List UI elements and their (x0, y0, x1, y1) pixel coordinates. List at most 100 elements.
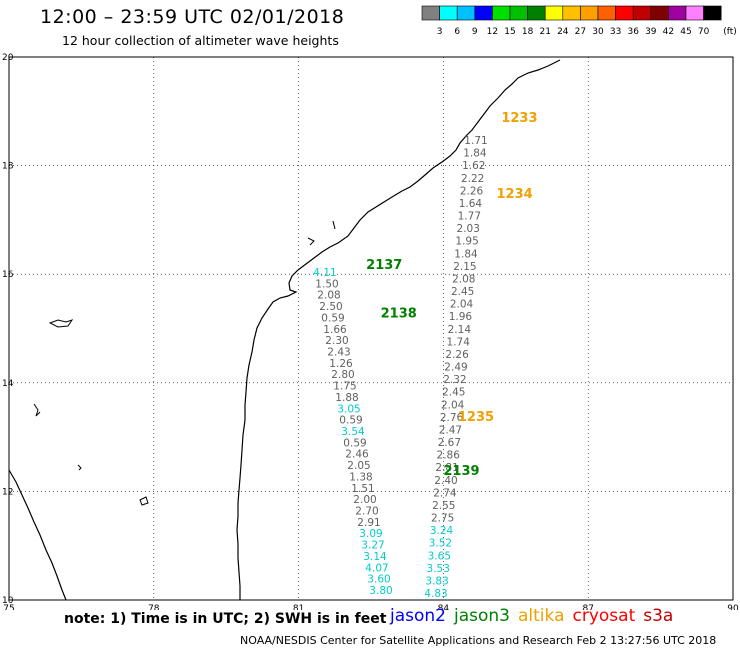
coastline (8, 59, 561, 601)
island-6 (307, 237, 315, 246)
scale-label: 70 (698, 27, 710, 37)
color-scale: 3 6 9 12 15 18 21 24 27 30 33 36 39 42 45 70 (ft) (421, 5, 737, 37)
legend-cryosat: cryosat (572, 606, 636, 626)
wave-height-value: 4.11 (313, 267, 336, 279)
island-1 (48, 319, 74, 328)
pass-label: 2138 (381, 307, 417, 322)
wave-height-value: 1.88 (335, 392, 358, 404)
wave-height-value: 1.64 (459, 198, 483, 210)
scale-label: 15 (504, 27, 515, 37)
scale-label: 39 (645, 27, 657, 37)
island-4 (139, 496, 149, 506)
wave-height-value: 2.26 (445, 349, 469, 361)
scale-unit: (ft) (723, 27, 737, 37)
wave-height-value: 4.07 (365, 562, 388, 574)
satellite-legend: jason2 jason3 altika cryosat s3a (390, 606, 681, 626)
legend-jason2: jason2 (390, 606, 446, 626)
scale-label: 42 (663, 27, 674, 37)
wave-height-value: 2.22 (461, 173, 484, 185)
legend-altika: altika (518, 606, 565, 626)
wave-height-value: 2.86 (437, 450, 461, 462)
lon-label: 87 (582, 604, 593, 610)
grid-lines (9, 57, 733, 600)
wave-height-value: 2.46 (345, 449, 369, 461)
pass-label: 1233 (501, 111, 537, 126)
scale-label: 21 (539, 27, 550, 37)
scale-swatch (703, 5, 722, 21)
island-3 (77, 464, 82, 471)
wave-height-value: 2.91 (357, 517, 380, 529)
wave-height-value: 1.38 (349, 471, 372, 483)
wave-height-value: 3.27 (361, 540, 384, 552)
wave-height-value: 2.50 (319, 301, 342, 313)
wave-height-value: 2.45 (442, 387, 465, 399)
wave-height-value: 1.62 (462, 160, 485, 172)
lon-label: 90 (727, 604, 739, 610)
wave-height-value: 2.40 (434, 475, 457, 487)
scale-label: 27 (575, 27, 586, 37)
wave-height-value: 1.71 (464, 135, 487, 147)
scale-label: 33 (610, 27, 621, 37)
lat-label: 12 (2, 487, 13, 497)
wave-height-value: 1.75 (333, 381, 356, 393)
scale-label: 6 (454, 27, 460, 37)
lat-label: 18 (2, 162, 14, 172)
footnote: note: 1) Time is in UTC; 2) SWH is in fe… (64, 611, 387, 627)
wave-height-value: 2.05 (347, 460, 370, 472)
wave-height-value: 2.45 (451, 286, 474, 298)
wave-height-value: 3.53 (427, 563, 450, 575)
wave-height-value: 2.04 (441, 399, 465, 411)
wave-height-value: 0.59 (343, 437, 366, 449)
wave-height-value: 3.60 (367, 574, 390, 586)
wave-height-value: 2.26 (460, 185, 484, 197)
wave-height-value: 3.09 (359, 528, 382, 540)
pass-label: 1234 (496, 187, 532, 202)
wave-height-value: 3.24 (430, 525, 454, 537)
wave-height-value: 2.75 (431, 513, 454, 525)
wave-height-value: 2.67 (438, 437, 461, 449)
legend-s3a: s3a (643, 606, 674, 626)
wave-height-value: 2.32 (443, 374, 466, 386)
scale-label: 3 (437, 27, 443, 37)
wave-height-value: 3.14 (363, 551, 387, 563)
wave-height-value: 3.54 (341, 426, 365, 438)
wave-height-value: 2.55 (432, 500, 455, 512)
lat-label: 20 (2, 53, 14, 63)
wave-height-value: 1.74 (447, 336, 471, 348)
wave-height-value: 1.51 (351, 483, 374, 495)
map-title: 12:00 – 23:59 UTC 02/01/2018 (40, 6, 345, 28)
wave-height-value: 2.70 (355, 506, 378, 518)
wave-height-value: 2.49 (444, 362, 467, 374)
wave-height-value: 2.74 (433, 487, 457, 499)
pass-label: 2137 (366, 258, 402, 273)
pass-label: 1235 (458, 410, 494, 425)
sri-lanka-coast (8, 469, 67, 601)
altimeter-tracks: 1.711.841.622.222.261.641.772.031.951.84… (313, 135, 487, 600)
wave-height-value: 1.26 (329, 358, 353, 370)
scale-label: 45 (680, 27, 691, 37)
axis-labels: 75 78 81 84 87 90 10 12 14 16 18 20 (2, 53, 739, 610)
wave-height-value: 2.47 (439, 424, 462, 436)
island-2 (33, 403, 41, 417)
wave-height-value: 2.30 (325, 335, 348, 347)
wave-height-value: 2.80 (331, 369, 354, 381)
wave-height-value: 2.14 (448, 324, 472, 336)
pass-labels: 1233 1234 2137 2138 1235 2139 (366, 111, 537, 479)
wave-height-value: 1.95 (455, 236, 478, 248)
wave-height-value: 2.81 (435, 462, 458, 474)
wave-height-value: 4.83 (424, 588, 447, 600)
wave-height-value: 1.84 (463, 148, 487, 160)
lat-label: 16 (2, 270, 14, 280)
island-5 (332, 220, 336, 230)
scale-label: 18 (522, 27, 534, 37)
scale-label: 9 (472, 27, 478, 37)
wave-height-value: 3.80 (369, 585, 392, 597)
scale-label: 36 (627, 27, 639, 37)
wave-height-value: 2.08 (317, 290, 340, 302)
lat-label: 10 (2, 596, 14, 606)
wave-height-value: 1.96 (449, 311, 473, 323)
map-frame (8, 56, 734, 601)
lon-label: 84 (438, 604, 450, 610)
pass-label: 2139 (443, 464, 479, 479)
